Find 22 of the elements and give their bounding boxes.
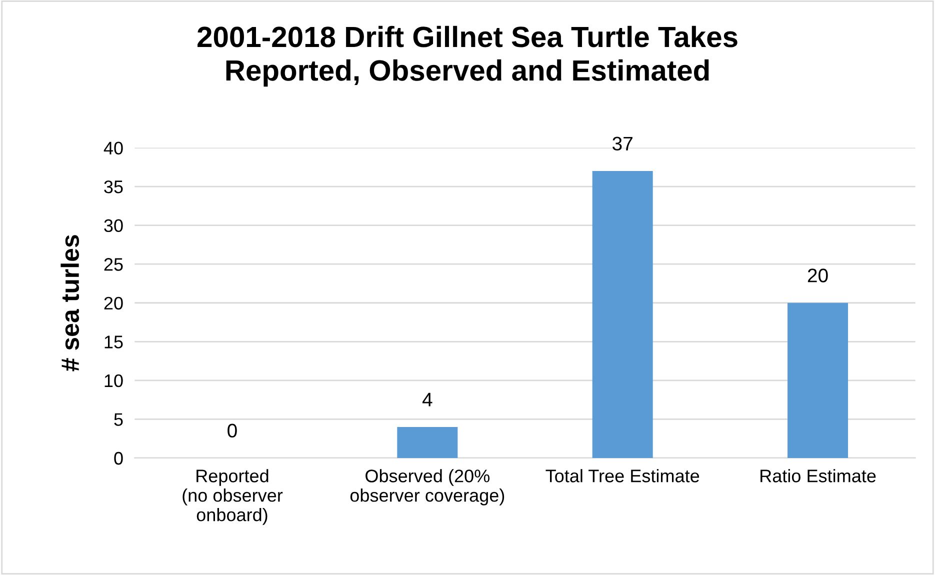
y-tick-label: 20 [104,296,123,310]
bar [397,426,458,458]
x-tick-label: Observed (20% observer coverage) [350,469,504,506]
x-tick-label: Total Tree Estimate [546,469,700,482]
y-tick-label: 40 [104,142,123,154]
y-tick-label: 35 [104,180,123,194]
y-tick-label: 5 [114,413,123,426]
chart-title: 2001-2018 Drift Gillnet Sea Turtle Takes Reported, Observed and Estimated [198,26,738,87]
bar [592,171,653,458]
y-axis-title: # sea turles [60,235,80,372]
x-tick-label: Ratio Estimate [760,469,876,482]
y-tick-label: 25 [104,258,123,271]
bar [788,302,848,458]
y-tick-label: 30 [104,219,123,232]
data-label: 20 [808,268,828,282]
y-tick-label: 0 [114,452,123,465]
data-label: 4 [422,392,432,406]
data-label: 37 [612,136,632,151]
y-tick-label: 10 [104,374,123,388]
y-tick-label: 15 [104,336,123,348]
data-label: 0 [228,424,237,438]
x-tick-label: Reported (no observer onboard) [182,469,283,525]
